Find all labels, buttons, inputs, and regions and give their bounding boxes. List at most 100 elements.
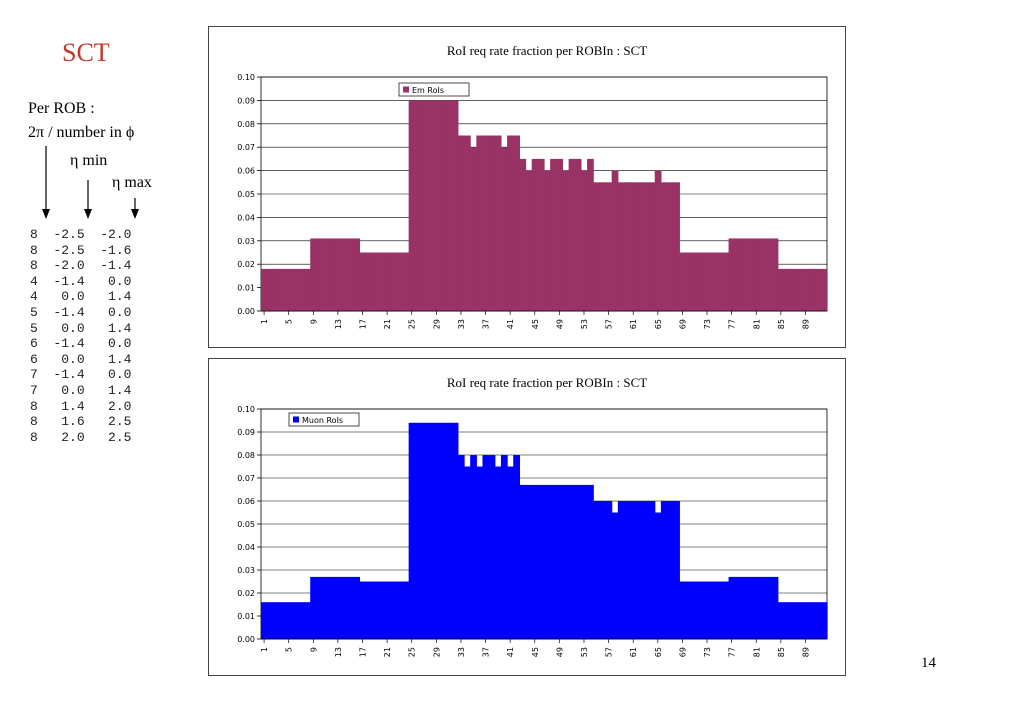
bar bbox=[550, 484, 557, 639]
x-tick-label: 41 bbox=[506, 647, 515, 657]
table-cell: 0.0 bbox=[45, 351, 93, 367]
x-tick-label: 57 bbox=[605, 319, 614, 329]
table-cell: 8 bbox=[30, 242, 46, 258]
bar bbox=[537, 158, 545, 311]
x-tick-label: 49 bbox=[555, 319, 564, 329]
bar bbox=[636, 501, 644, 639]
bar bbox=[507, 466, 514, 639]
bar bbox=[261, 602, 268, 639]
bar bbox=[728, 576, 736, 639]
bar bbox=[476, 466, 484, 639]
bar bbox=[420, 100, 428, 312]
bar bbox=[408, 100, 416, 312]
table-cell: 7 bbox=[30, 382, 46, 398]
bar bbox=[648, 182, 656, 311]
table-cell: 2.0 bbox=[92, 398, 132, 414]
table-cell: -1.4 bbox=[45, 273, 93, 289]
table-cell: -2.0 bbox=[45, 258, 93, 274]
table-cell: 0.0 bbox=[92, 273, 132, 289]
legend-label: Muon RoIs bbox=[302, 416, 343, 425]
bar bbox=[703, 581, 711, 639]
bar bbox=[513, 455, 520, 639]
x-tick-label: 17 bbox=[359, 647, 368, 657]
bar bbox=[777, 268, 785, 311]
bar bbox=[334, 238, 342, 311]
bar bbox=[494, 466, 502, 639]
bar bbox=[617, 501, 625, 639]
bar bbox=[316, 576, 324, 639]
y-tick-label: 0.03 bbox=[237, 566, 255, 575]
bar bbox=[304, 602, 311, 639]
x-tick-label: 1 bbox=[260, 647, 269, 652]
bar bbox=[673, 182, 680, 311]
x-tick-label: 29 bbox=[432, 647, 441, 657]
x-tick-label: 81 bbox=[752, 319, 761, 329]
table-cell: 0.0 bbox=[45, 382, 93, 398]
x-tick-label: 5 bbox=[285, 319, 294, 324]
table-row: 8 -2.5 -2.0 bbox=[30, 227, 131, 243]
bar bbox=[439, 100, 447, 312]
table-cell: 6 bbox=[30, 351, 46, 367]
y-tick-label: 0.05 bbox=[237, 190, 255, 199]
x-tick-label: 13 bbox=[334, 319, 343, 329]
table-cell: -1.4 bbox=[45, 304, 93, 320]
bar bbox=[808, 602, 816, 639]
y-tick-label: 0.03 bbox=[237, 237, 255, 246]
bar bbox=[334, 576, 342, 639]
bar bbox=[716, 581, 724, 639]
x-tick-label: 81 bbox=[752, 647, 761, 657]
bar bbox=[365, 581, 373, 639]
bar bbox=[740, 238, 748, 311]
bar bbox=[710, 252, 717, 311]
bar bbox=[697, 581, 705, 639]
bar bbox=[722, 252, 730, 311]
bar bbox=[673, 501, 680, 639]
bar bbox=[464, 466, 471, 639]
bar bbox=[697, 252, 705, 311]
bar bbox=[734, 238, 742, 311]
bar bbox=[593, 501, 600, 639]
bar bbox=[691, 252, 699, 311]
bar bbox=[599, 182, 607, 311]
bar bbox=[513, 135, 520, 311]
bar bbox=[685, 581, 693, 639]
y-tick-label: 0.05 bbox=[237, 520, 255, 529]
chart-title: RoI req rate fraction per ROBIn : SCT bbox=[447, 375, 647, 390]
bar bbox=[771, 576, 779, 639]
bar bbox=[623, 501, 631, 639]
bar bbox=[747, 238, 754, 311]
bar bbox=[544, 484, 551, 639]
bar bbox=[796, 602, 803, 639]
bar bbox=[396, 581, 404, 639]
y-tick-label: 0.02 bbox=[237, 589, 255, 598]
table-cell: 2.5 bbox=[92, 414, 132, 430]
bar bbox=[507, 135, 514, 311]
bar bbox=[494, 135, 502, 311]
bar bbox=[297, 268, 305, 311]
bar bbox=[562, 170, 570, 311]
bar bbox=[488, 135, 496, 311]
bar bbox=[611, 170, 619, 311]
y-tick-label: 0.09 bbox=[237, 96, 255, 105]
x-tick-label: 89 bbox=[801, 319, 810, 329]
y-tick-label: 0.00 bbox=[237, 307, 255, 316]
bar bbox=[445, 422, 453, 639]
table-cell: -1.4 bbox=[92, 258, 132, 274]
table-row: 8 -2.0 -1.4 bbox=[30, 258, 131, 274]
x-tick-label: 65 bbox=[654, 319, 663, 329]
table-cell: 7 bbox=[30, 367, 46, 383]
legend-swatch bbox=[403, 86, 409, 93]
chart-legend: Em RoIs bbox=[398, 82, 470, 97]
bar bbox=[328, 576, 336, 639]
y-tick-label: 0.06 bbox=[237, 167, 255, 176]
bar bbox=[759, 238, 767, 311]
table-cell: 0.0 bbox=[45, 289, 93, 305]
bar bbox=[279, 602, 287, 639]
bar bbox=[304, 268, 311, 311]
bar bbox=[587, 484, 594, 639]
bar bbox=[808, 268, 816, 311]
bar bbox=[716, 252, 724, 311]
y-tick-label: 0.08 bbox=[237, 120, 255, 129]
bar bbox=[420, 422, 428, 639]
bar bbox=[562, 484, 570, 639]
